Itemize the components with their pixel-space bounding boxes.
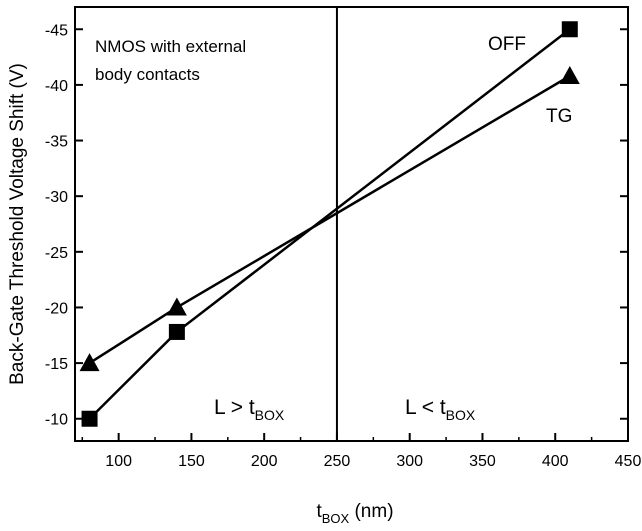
x-axis-title-sub: BOX <box>322 511 350 526</box>
x-axis-title-suffix: (nm) <box>349 501 393 522</box>
y-tick-label: -20 <box>45 300 68 317</box>
data-point-triangle <box>559 65 580 84</box>
region-label-left-sub: BOX <box>255 407 285 423</box>
series-label-off: OFF <box>488 34 526 55</box>
x-tick-label: 300 <box>396 453 423 470</box>
y-axis-ticks: -10 -15 -20 -25 -30 -35 -40 -45 <box>45 22 628 429</box>
y-tick-label: -35 <box>45 134 68 151</box>
region-label-right-main: L < t <box>405 396 446 419</box>
data-point-square <box>168 323 185 340</box>
x-axis-title: tBOX (nm) <box>316 501 393 526</box>
x-tick-label: 100 <box>105 453 132 470</box>
y-tick-label: -30 <box>45 189 68 206</box>
series-line <box>88 28 571 420</box>
annotation-device-line2: body contacts <box>95 65 200 84</box>
series-tg <box>79 65 580 372</box>
series-off <box>81 21 578 427</box>
x-tick-label: 200 <box>251 453 278 470</box>
y-tick-label: -40 <box>45 78 68 95</box>
data-point-triangle <box>166 297 187 316</box>
region-label-left: L > tBOX <box>214 396 285 423</box>
x-tick-label: 350 <box>469 453 496 470</box>
region-label-right: L < tBOX <box>405 396 476 423</box>
x-tick-label: 250 <box>324 453 351 470</box>
region-label-right-sub: BOX <box>446 407 476 423</box>
data-point-triangle <box>79 353 100 372</box>
region-label-left-main: L > t <box>214 396 255 419</box>
x-tick-label: 450 <box>615 453 642 470</box>
series-line <box>88 74 571 365</box>
x-tick-label: 150 <box>178 453 205 470</box>
y-tick-label: -25 <box>45 245 68 262</box>
series-layer <box>79 21 580 427</box>
annotation-device-line1: NMOS with external <box>95 37 246 56</box>
y-tick-label: -10 <box>45 412 68 429</box>
plot-frame <box>74 6 629 442</box>
series-label-tg: TG <box>546 106 572 127</box>
data-point-square <box>561 21 578 38</box>
y-tick-label: -45 <box>45 22 68 39</box>
x-axis-ticks: 100 150 200 250 300 350 400 450 <box>81 433 642 470</box>
x-tick-label: 400 <box>542 453 569 470</box>
y-tick-label: -15 <box>45 356 68 373</box>
y-axis-title: Back-Gate Threshold Voltage Shift (V) <box>7 63 28 385</box>
data-point-square <box>81 410 98 427</box>
x-axis-title-main: t <box>316 501 322 522</box>
